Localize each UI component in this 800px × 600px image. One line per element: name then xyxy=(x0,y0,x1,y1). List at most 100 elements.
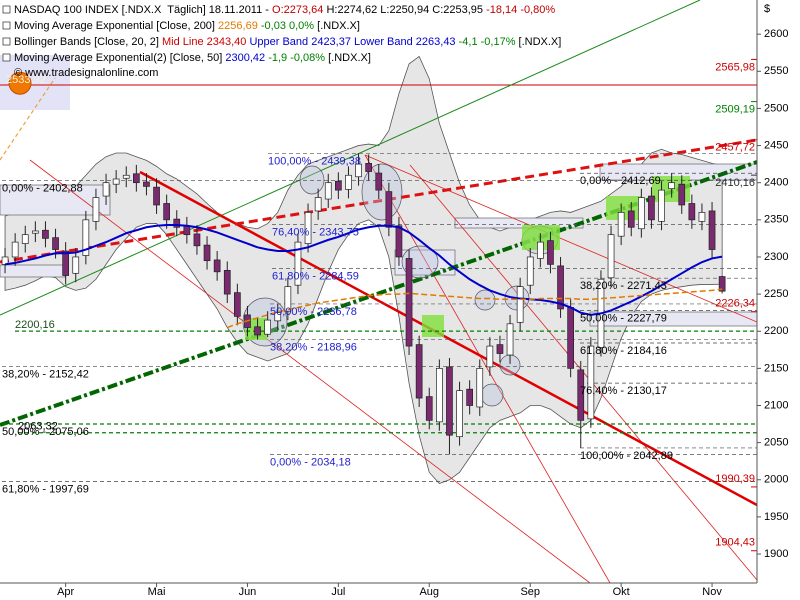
candle-body xyxy=(183,225,191,236)
average-lines xyxy=(4,224,723,329)
fib-level-label: 38,20% - 2188,96 xyxy=(270,341,357,353)
fib-level-label: 76,40% - 2343,75 xyxy=(272,226,359,238)
legend-icon xyxy=(2,37,11,46)
legend-part: Mid Line 2343,40 xyxy=(162,36,246,48)
zone-box xyxy=(0,184,111,216)
price-mark-label: 2457,72 xyxy=(715,142,755,154)
candle-body xyxy=(385,191,393,228)
y-tick-label: 1950 xyxy=(764,511,788,523)
price-mark-label: 1990,39 xyxy=(715,473,755,485)
legend-part: [.NDX.X] xyxy=(515,36,561,48)
candle-body xyxy=(72,256,80,274)
fib-level-label: 2063,32 xyxy=(18,421,58,433)
legend-part: Moving Average Exponential(2) [Close, 50… xyxy=(14,52,225,64)
candle-body xyxy=(648,195,655,221)
candle-body xyxy=(11,241,19,258)
candle-body xyxy=(365,163,372,172)
moving-average xyxy=(4,224,723,316)
candle-body xyxy=(476,368,484,408)
fib-level-label: 50,00% - 2236,78 xyxy=(270,306,357,318)
marker-ellipse xyxy=(299,165,325,195)
x-tick-label: Jul xyxy=(331,586,345,598)
fib-level-label: 50,00% - 2075,06 xyxy=(2,426,89,438)
candle-body xyxy=(234,292,241,317)
candle-body xyxy=(42,229,49,239)
candle-body xyxy=(304,212,312,244)
candle-body xyxy=(436,368,443,423)
candle-body xyxy=(62,250,70,276)
legend: © www.tradesignalonline.com NASDAQ 100 I… xyxy=(2,4,561,79)
candle-body xyxy=(92,197,100,222)
candle-body xyxy=(536,241,544,259)
candle-body xyxy=(395,225,403,258)
x-tick-label: Sep xyxy=(520,586,540,598)
fib-level-label: 0,00% - 2412,69 xyxy=(580,175,661,187)
legend-part: 2256,69 xyxy=(218,20,258,32)
x-tick-label: Nov xyxy=(702,586,722,598)
legend-part: -4,1 -0,17% xyxy=(456,36,516,48)
candle-body xyxy=(355,163,362,178)
candle-body xyxy=(668,182,676,189)
fib-level-label: 0,00% - 2034,18 xyxy=(270,456,351,468)
candle-body xyxy=(658,189,665,222)
candles xyxy=(1,153,726,455)
candle-body xyxy=(173,218,181,228)
candle-body xyxy=(718,276,726,292)
candle-body xyxy=(143,181,150,187)
candle-body xyxy=(213,259,221,273)
candle-body xyxy=(587,345,595,420)
y-tick-label: 2550 xyxy=(764,65,788,77)
candle-body xyxy=(708,210,716,250)
candle-body xyxy=(284,286,292,312)
candle-body xyxy=(678,183,686,206)
candle-body xyxy=(153,186,160,206)
fib-level-label: 2200,16 xyxy=(15,319,55,331)
legend-icon xyxy=(2,21,11,30)
legend-line: NASDAQ 100 INDEX [.NDX.X Täglich] 18.11.… xyxy=(14,4,555,16)
legend-part: H:2274,62 L:2250,94 C:2253,95 xyxy=(323,4,486,16)
candle-body xyxy=(466,388,473,406)
y-tick-label: 2250 xyxy=(764,288,788,300)
legend-part: NASDAQ 100 INDEX [.NDX.X Täglich] 18.11.… xyxy=(14,4,272,16)
price-mark-label: 2509,19 xyxy=(715,104,755,116)
legend-part: Bollinger Bands [Close, 20, 2] xyxy=(14,36,162,48)
marker-ellipse xyxy=(474,289,496,311)
candle-body xyxy=(405,258,413,347)
fib-level-label: 61,80% - 1997,69 xyxy=(2,483,89,495)
trend-line xyxy=(29,159,591,583)
candle-body xyxy=(223,269,231,295)
candle-body xyxy=(52,237,59,250)
candle-body xyxy=(112,178,120,185)
trend-line xyxy=(0,138,757,264)
y-tick-label: 2300 xyxy=(764,251,788,263)
x-tick-label: Apr xyxy=(57,586,74,598)
y-tick-label: 2500 xyxy=(764,102,788,114)
candle-body xyxy=(425,396,433,421)
legend-icon xyxy=(2,5,11,14)
candle-body xyxy=(526,256,534,286)
candle-body xyxy=(688,203,696,221)
y-tick-label: 2050 xyxy=(764,437,788,449)
drawings xyxy=(0,0,757,583)
signal-box xyxy=(422,315,444,337)
x-tick-label: Okt xyxy=(613,586,630,598)
y-tick-label: 2200 xyxy=(764,325,788,337)
candle-body xyxy=(102,182,110,197)
legend-line: Moving Average Exponential(2) [Close, 50… xyxy=(14,52,371,64)
candle-body xyxy=(415,344,423,399)
legend-line: Bollinger Bands [Close, 20, 2] Mid Line … xyxy=(14,36,561,48)
marker-ellipse xyxy=(361,163,403,221)
trend-line xyxy=(0,77,56,161)
candle-body xyxy=(133,173,140,184)
y-tick-label: 2450 xyxy=(764,139,788,151)
y-tick-label: 2400 xyxy=(764,177,788,189)
fib-level-label: 61,80% - 2284,59 xyxy=(272,270,359,282)
zone-box xyxy=(0,264,66,278)
candle-body xyxy=(274,312,282,322)
copyright: © www.tradesignalonline.com xyxy=(14,67,158,79)
fib-level-label: 100,00% - 2439,38 xyxy=(268,155,361,167)
candle-body xyxy=(456,390,463,438)
candle-body xyxy=(506,323,514,356)
